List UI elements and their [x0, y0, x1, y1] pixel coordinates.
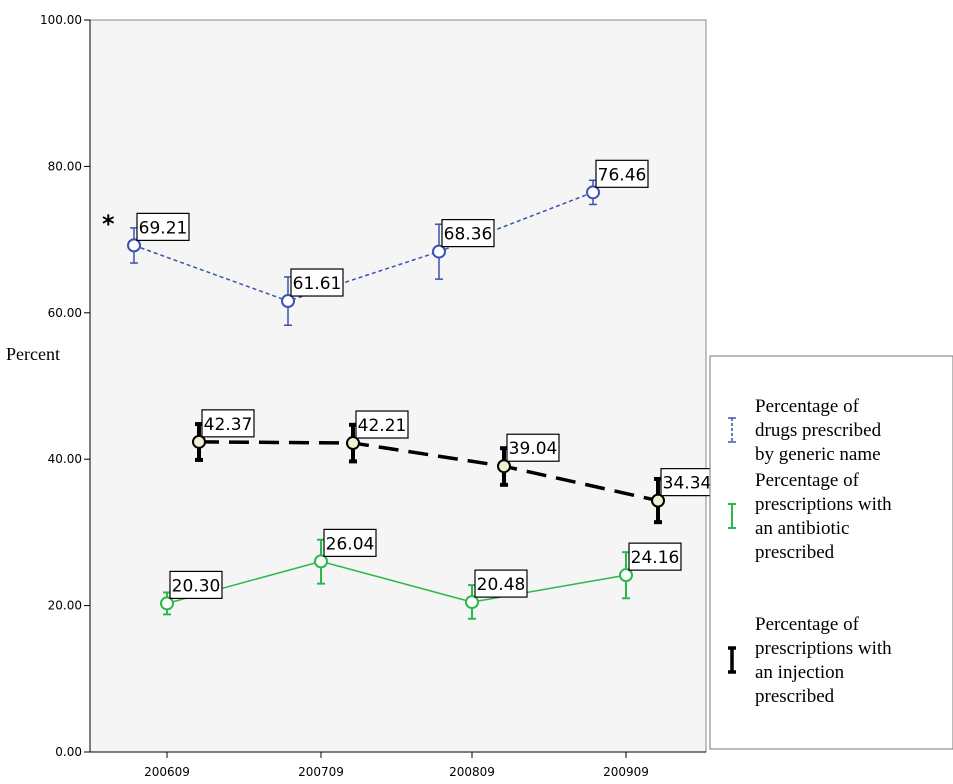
- legend: Percentage of drugs prescribed by generic …: [709, 355, 953, 750]
- data-label: 42.37: [204, 415, 253, 435]
- legend-entry-line: by generic name: [755, 444, 881, 465]
- data-label-box: [660, 468, 714, 497]
- x-tick-label: 200909: [603, 765, 649, 779]
- series-line: [198, 440, 659, 503]
- y-tick-label: 60.00: [48, 306, 82, 320]
- data-point: [192, 434, 206, 449]
- data-point: [314, 554, 328, 569]
- series-1: [127, 179, 600, 326]
- data-point: [586, 185, 600, 200]
- y-tick-label: 100.00: [40, 13, 82, 27]
- data-label-box: [169, 570, 223, 600]
- data-label: 61.61: [293, 274, 342, 294]
- data-label: 24.16: [631, 548, 680, 568]
- legend-entry-line: prescriptions with: [755, 494, 892, 515]
- data-label: 34.34: [663, 474, 712, 494]
- legend-entry-line: Percentage of: [755, 470, 860, 491]
- data-label-box: [136, 212, 190, 241]
- axes: 0.00 20.00 40.00 60.00 80.00 100.00 200609 2007…: [40, 13, 706, 779]
- x-tick-label: 200609: [144, 765, 190, 779]
- y-axis-label: Percent: [6, 344, 60, 364]
- data-label-box: [441, 219, 495, 248]
- legend-entry-line: Percentage of: [755, 396, 860, 417]
- legend-entry-line: drugs prescribed: [755, 420, 882, 441]
- data-point: [465, 595, 479, 610]
- data-point: [619, 568, 633, 583]
- data-point: [651, 493, 665, 508]
- y-tick-label: 20.00: [48, 599, 82, 613]
- plot-area: [89, 19, 707, 753]
- series-line: [166, 560, 627, 605]
- data-label: 68.36: [444, 225, 493, 245]
- x-tick-label: 200809: [449, 765, 495, 779]
- data-label-box: [355, 410, 409, 439]
- data-label-box: [595, 159, 649, 188]
- data-point: [432, 244, 446, 259]
- data-point: [346, 436, 360, 451]
- data-point: [497, 459, 511, 474]
- legend-entry-line: an injection: [755, 662, 845, 683]
- legend-entry-line: prescribed: [755, 686, 835, 707]
- data-label: 69.21: [139, 218, 188, 238]
- data-label-box: [290, 268, 344, 297]
- y-tick-label: 0.00: [55, 745, 82, 759]
- data-label: 42.21: [358, 416, 407, 436]
- y-tick-label: 40.00: [48, 452, 82, 466]
- series-layer: [127, 179, 665, 620]
- data-label-box: [506, 433, 560, 462]
- data-label-box: [323, 528, 377, 557]
- legend-entry-line: Percentage of: [755, 614, 860, 635]
- legend-entry-line: prescribed: [755, 542, 835, 563]
- series-2: [160, 538, 633, 620]
- data-label: 20.48: [477, 575, 526, 595]
- data-labels: 69.21 61.61 68.36 76.46 20.30 26.04 20.48 24.16…: [136, 159, 714, 600]
- significance-annotation: *: [102, 210, 115, 238]
- x-tick-label: 200709: [298, 765, 344, 779]
- series-3: [192, 422, 665, 525]
- legend-entry-line: an antibiotic: [755, 518, 849, 539]
- data-label-box: [201, 409, 255, 438]
- data-point: [127, 238, 141, 253]
- data-label-box: [628, 542, 682, 571]
- data-point: [160, 596, 174, 611]
- data-label: 26.04: [326, 534, 375, 554]
- data-label: 39.04: [509, 439, 558, 459]
- data-point: [281, 294, 295, 309]
- data-label-box: [474, 569, 528, 598]
- data-label: 20.30: [172, 576, 221, 596]
- data-label: 76.46: [598, 165, 647, 185]
- legend-box: [709, 355, 953, 750]
- legend-entry-line: prescriptions with: [755, 638, 892, 659]
- y-tick-label: 80.00: [48, 159, 82, 173]
